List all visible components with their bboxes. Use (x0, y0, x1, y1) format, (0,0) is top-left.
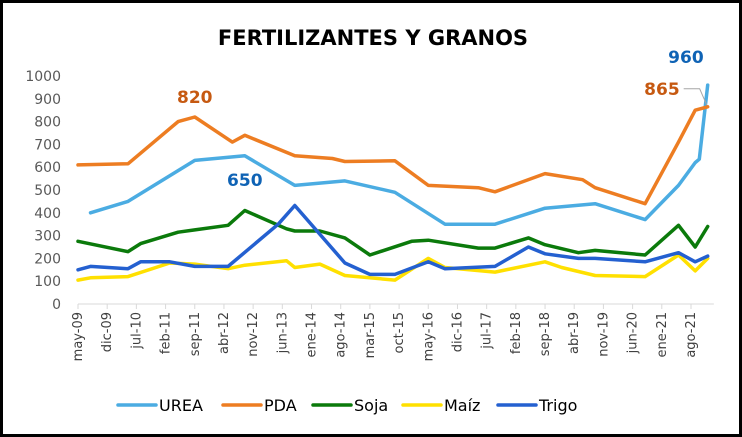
series-line-trigo (76, 203, 710, 277)
y-tick-label: 600 (34, 160, 61, 176)
x-axis: may-09 dic-09 jul-10 feb-11 sep-11 abr-12 nov-… (71, 303, 714, 361)
y-axis: 0 100 200 300 400 500 600 700 800 900 1000 (25, 69, 61, 313)
y-tick-label: 100 (34, 274, 61, 290)
x-tick-label: feb-18 (509, 312, 524, 354)
x-tick-label: jun-20 (626, 312, 641, 354)
data-label-urea-960: 960 (668, 48, 704, 68)
x-tick-label: abr-12 (217, 312, 232, 354)
x-tick-label: sep-11 (188, 312, 203, 356)
series-line-soja (76, 208, 710, 257)
legend-item-pda: PDA (221, 396, 297, 415)
x-tick-label: abr-19 (567, 312, 582, 354)
legend-label: PDA (264, 396, 297, 415)
y-tick-label: 400 (34, 206, 61, 222)
x-tick-label: sep-18 (538, 312, 553, 356)
y-tick-label: 700 (34, 137, 61, 153)
chart-frame: FERTILIZANTES Y GRANOS 0 100 200 300 400 500 6… (3, 3, 739, 434)
y-tick-label: 300 (34, 229, 61, 245)
data-label-pda-820: 820 (177, 88, 213, 108)
legend-item-urea: UREA (116, 396, 203, 415)
legend-item-trigo: Trigo (496, 396, 577, 415)
x-tick-label: ene-21 (655, 312, 670, 357)
y-tick-label: 1000 (25, 69, 61, 85)
series-lines (76, 83, 710, 282)
y-tick-label: 800 (34, 115, 61, 131)
x-tick-label: dic-16 (450, 312, 465, 352)
x-tick-label: dic-09 (100, 312, 115, 352)
data-label-urea-650: 650 (227, 171, 263, 191)
line-chart: FERTILIZANTES Y GRANOS 0 100 200 300 400 500 6… (25, 26, 714, 415)
y-tick-label: 200 (34, 251, 61, 267)
x-tick-label: oct-15 (392, 312, 407, 353)
legend-label: UREA (159, 396, 203, 415)
x-tick-label: mar-15 (363, 312, 378, 358)
leader-line (683, 88, 708, 105)
x-tick-label: ago-21 (684, 312, 699, 358)
legend: UREA PDA Soja Maíz Trigo (116, 396, 577, 415)
x-tick-label: nov-19 (596, 312, 611, 357)
series-line-urea (88, 83, 710, 226)
x-tick-label: nov-12 (246, 312, 261, 357)
x-tick-label: may-16 (421, 312, 436, 361)
x-tick-label: ene-14 (305, 312, 320, 357)
legend-label: Soja (354, 396, 388, 415)
x-tick-label: ago-14 (334, 312, 349, 358)
data-annotations: 820 650 960 865 (177, 48, 708, 191)
x-tick-label: jul-10 (129, 312, 144, 350)
legend-label: Maíz (444, 396, 480, 415)
y-tick-label: 900 (34, 92, 61, 108)
x-tick-label: feb-11 (159, 312, 174, 354)
x-tick-label: jul-17 (480, 312, 495, 350)
y-tick-label: 0 (52, 297, 61, 313)
chart-title: FERTILIZANTES Y GRANOS (218, 26, 528, 50)
x-tick-label: may-09 (71, 312, 86, 361)
legend-item-soja: Soja (311, 396, 388, 415)
legend-label: Trigo (538, 396, 577, 415)
y-tick-label: 500 (34, 183, 61, 199)
data-label-pda-865: 865 (644, 80, 680, 100)
series-line-pda (76, 105, 710, 206)
legend-item-maiz: Maíz (401, 396, 480, 415)
x-tick-label: jun-13 (275, 312, 290, 354)
